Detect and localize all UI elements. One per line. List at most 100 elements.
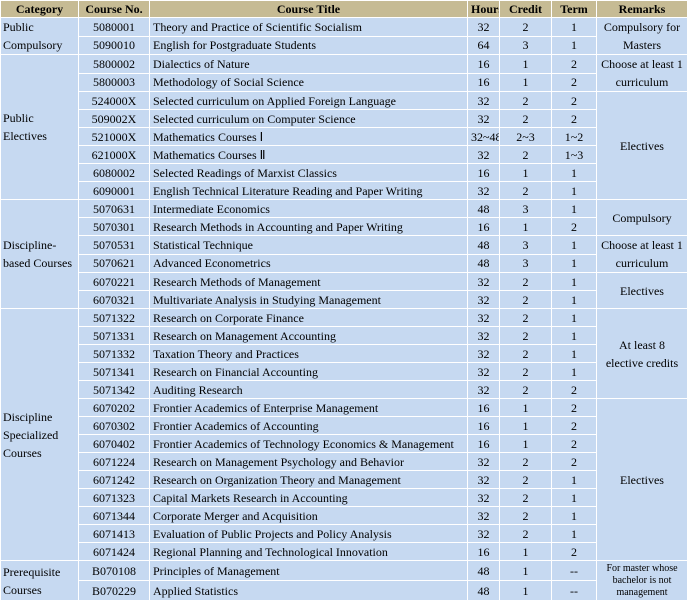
- remarks-cell: Choose at least 1 curriculum: [597, 55, 687, 92]
- hours-cell: 48: [468, 254, 500, 273]
- term-cell: 1: [552, 164, 597, 182]
- course-title-cell: Regional Planning and Technological Inno…: [150, 543, 468, 561]
- credit-cell: 2: [500, 146, 552, 164]
- hours-cell: 32: [468, 453, 500, 471]
- course-no-cell: 5090010: [79, 36, 150, 55]
- course-no-cell: 6071424: [79, 543, 150, 561]
- term-cell: --: [552, 561, 597, 581]
- term-cell: 1: [552, 273, 597, 291]
- term-cell: 2: [552, 218, 597, 236]
- credit-cell: 2: [500, 525, 552, 543]
- remarks-cell: Compulsory: [597, 200, 687, 236]
- hours-cell: 32: [468, 182, 500, 200]
- course-title-cell: Frontier Academics of Accounting: [150, 417, 468, 435]
- credit-cell: 3: [500, 36, 552, 55]
- term-cell: 2: [552, 92, 597, 110]
- term-cell: 1: [552, 507, 597, 525]
- course-title-cell: Research on Management Accounting: [150, 327, 468, 345]
- course-title-cell: Multivariate Analysis in Studying Manage…: [150, 291, 468, 309]
- hours-cell: 32: [468, 489, 500, 507]
- credit-cell: 1: [500, 581, 552, 601]
- hours-cell: 32: [468, 110, 500, 128]
- header-credit: Credit: [500, 1, 552, 18]
- hours-cell: 32: [468, 146, 500, 164]
- term-cell: 2: [552, 435, 597, 453]
- hours-cell: 32: [468, 327, 500, 345]
- credit-cell: 1: [500, 561, 552, 581]
- course-no-cell: 6071224: [79, 453, 150, 471]
- credit-cell: 1: [500, 417, 552, 435]
- course-title-cell: Selected curriculum on Computer Science: [150, 110, 468, 128]
- course-no-cell: 5070531: [79, 236, 150, 255]
- course-title-cell: Evaluation of Public Projects and Policy…: [150, 525, 468, 543]
- credit-cell: 1: [500, 55, 552, 74]
- credit-cell: 3: [500, 254, 552, 273]
- hours-cell: 48: [468, 236, 500, 255]
- course-no-cell: 6071413: [79, 525, 150, 543]
- hours-cell: 64: [468, 36, 500, 55]
- course-no-cell: 5070621: [79, 254, 150, 273]
- remarks-cell: Choose at least 1 curriculum: [597, 236, 687, 273]
- remarks-cell: Electives: [597, 399, 687, 561]
- course-title-cell: Frontier Academics of Enterprise Managem…: [150, 399, 468, 417]
- hours-cell: 32: [468, 345, 500, 363]
- course-title-cell: Frontier Academics of Technology Economi…: [150, 435, 468, 453]
- term-cell: 1: [552, 471, 597, 489]
- course-no-cell: 5071322: [79, 309, 150, 327]
- course-no-cell: 6070202: [79, 399, 150, 417]
- credit-cell: 2: [500, 110, 552, 128]
- course-title-cell: Principles of Management: [150, 561, 468, 581]
- course-no-cell: 6090001: [79, 182, 150, 200]
- header-row: Category Course No. Course Title Hours C…: [1, 1, 687, 18]
- hours-cell: 16: [468, 417, 500, 435]
- credit-cell: 2: [500, 182, 552, 200]
- hours-cell: 32: [468, 471, 500, 489]
- course-no-cell: 521000X: [79, 128, 150, 146]
- term-cell: 2: [552, 110, 597, 128]
- course-title-cell: Statistical Technique: [150, 236, 468, 255]
- header-remarks: Remarks: [597, 1, 687, 18]
- course-no-cell: 6071344: [79, 507, 150, 525]
- credit-cell: 2: [500, 363, 552, 381]
- hours-cell: 16: [468, 55, 500, 74]
- term-cell: 1~3: [552, 146, 597, 164]
- remarks-cell: Compulsory for Masters: [597, 18, 687, 55]
- hours-cell: 32: [468, 273, 500, 291]
- hours-cell: 48: [468, 200, 500, 218]
- category-cell: Discipline Specialized Courses: [1, 309, 79, 561]
- header-category: Category: [1, 1, 79, 18]
- course-no-cell: 5071341: [79, 363, 150, 381]
- course-no-cell: 621000X: [79, 146, 150, 164]
- hours-cell: 32: [468, 309, 500, 327]
- header-hours: Hours: [468, 1, 500, 18]
- course-no-cell: 5070631: [79, 200, 150, 218]
- term-cell: 1: [552, 18, 597, 37]
- course-title-cell: Advanced Econometrics: [150, 254, 468, 273]
- term-cell: 2: [552, 453, 597, 471]
- category-cell: Public Compulsory: [1, 18, 79, 55]
- credit-cell: 3: [500, 236, 552, 255]
- course-no-cell: 6080002: [79, 164, 150, 182]
- hours-cell: 16: [468, 543, 500, 561]
- hours-cell: 16: [468, 218, 500, 236]
- credit-cell: 1: [500, 218, 552, 236]
- term-cell: 1: [552, 254, 597, 273]
- hours-cell: 32: [468, 18, 500, 37]
- term-cell: 1: [552, 525, 597, 543]
- header-term: Term: [552, 1, 597, 18]
- hours-cell: 32: [468, 525, 500, 543]
